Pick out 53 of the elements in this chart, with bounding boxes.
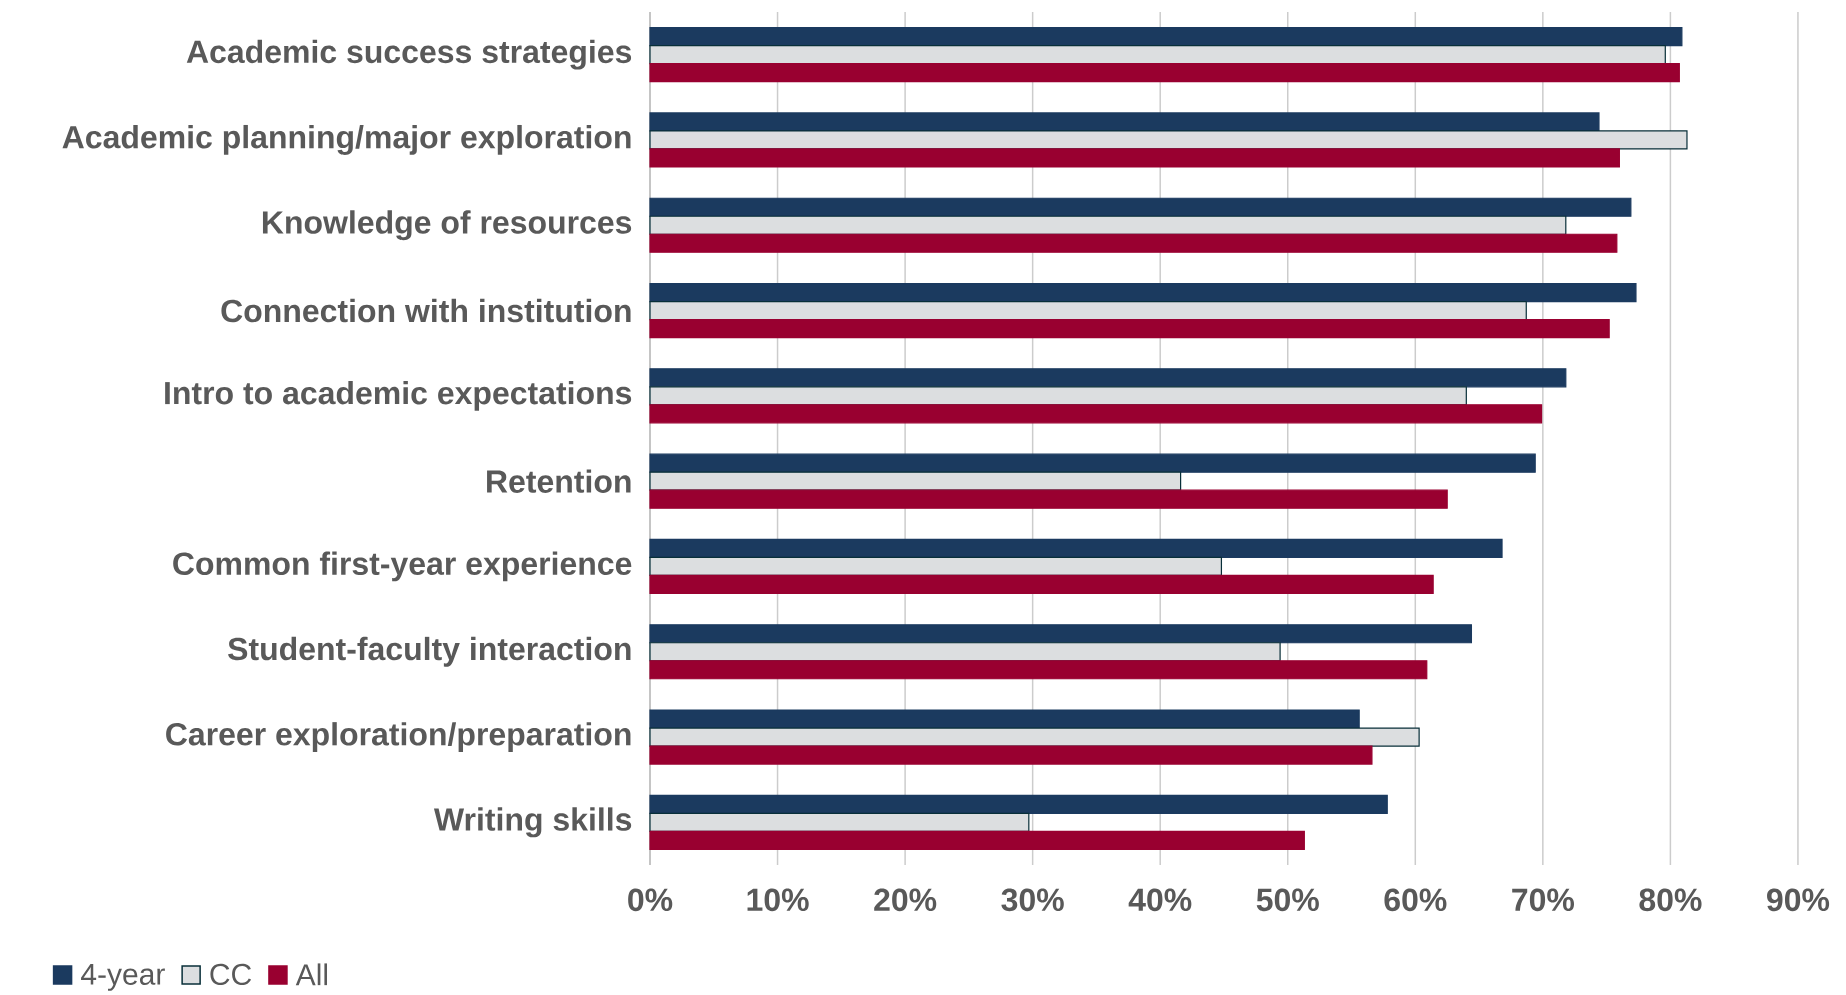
bar — [649, 727, 1420, 747]
y-tick-label: Common first-year experience — [173, 551, 632, 582]
x-tick-label: 10% — [747, 888, 809, 912]
y-tick-label: Connection with institution — [221, 298, 631, 323]
bar — [649, 745, 1373, 765]
x-tick-label: 80% — [1639, 888, 1702, 912]
bar — [649, 574, 1434, 595]
bar — [649, 282, 1637, 303]
x-tick-label: 50% — [1256, 888, 1319, 912]
bar — [649, 368, 1567, 388]
bar — [649, 215, 1567, 235]
bar — [649, 45, 1666, 65]
bar — [649, 27, 1683, 47]
x-tick-label: 40% — [1128, 888, 1192, 912]
y-tick-label: Intro to academic expectations — [165, 380, 632, 411]
bar — [649, 556, 1223, 577]
bar — [649, 489, 1448, 509]
y-tick-label: Student-faculty interaction — [228, 636, 631, 667]
y-tick-label: Knowledge of resources — [262, 210, 632, 241]
bar — [649, 112, 1600, 132]
bar — [649, 130, 1688, 150]
y-tick-label: Retention — [487, 469, 631, 493]
x-tick-label: 30% — [1001, 888, 1064, 912]
y-tick-label: Career exploration/preparation — [166, 722, 631, 752]
bar — [649, 197, 1632, 217]
bar — [649, 624, 1473, 644]
y-tick-label: Writing skills — [433, 807, 632, 838]
bar — [649, 404, 1543, 424]
bar — [649, 642, 1281, 662]
bar — [649, 318, 1610, 339]
legend-label: 4-year — [81, 963, 165, 991]
y-tick-label: Academic success strategies — [186, 39, 632, 70]
bar — [649, 709, 1360, 729]
bar — [649, 386, 1467, 406]
bar — [649, 660, 1428, 680]
bar — [649, 300, 1527, 321]
bar — [649, 471, 1182, 491]
legend-label: All — [295, 963, 328, 986]
x-tick-label: 70% — [1512, 888, 1575, 912]
x-tick-label: 20% — [874, 888, 937, 912]
bar — [649, 830, 1305, 850]
legend-label: CC — [210, 963, 252, 986]
bar — [649, 538, 1503, 559]
x-tick-label: 90% — [1767, 888, 1830, 912]
bar — [649, 233, 1618, 253]
bar — [649, 453, 1536, 473]
bar — [649, 812, 1030, 832]
x-tick-label: 0% — [628, 888, 673, 912]
x-tick-label: 60% — [1384, 888, 1447, 912]
bar — [649, 63, 1680, 83]
bar — [649, 148, 1620, 168]
y-tick-label: Academic planning/major exploration — [62, 124, 631, 155]
bar — [649, 794, 1388, 814]
